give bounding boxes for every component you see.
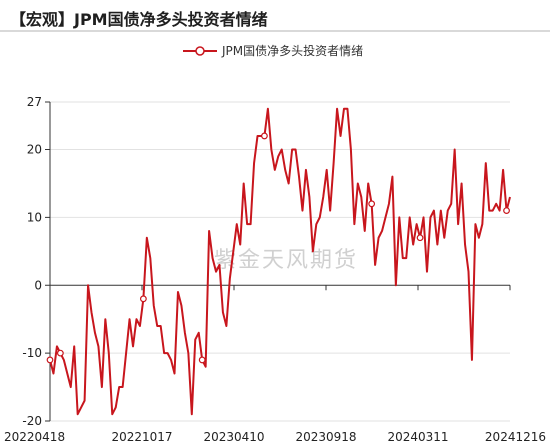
x-tick-label: 20220418: [4, 430, 65, 444]
data-point: [56, 349, 64, 357]
axes: [49, 102, 510, 421]
title-bar: 【宏观】JPM国债净多头投资者情绪: [0, 0, 550, 30]
data-point: [139, 295, 147, 303]
x-tick-label: 20230410: [203, 430, 264, 444]
y-tick-label: 0: [34, 278, 42, 292]
series-markers: [46, 132, 510, 364]
series-line: [49, 107, 511, 416]
chart-title: 【宏观】JPM国债净多头投资者情绪: [10, 10, 268, 29]
x-tick-label: 20230918: [295, 430, 356, 444]
data-point: [261, 132, 268, 140]
y-tick-label: -10: [22, 346, 42, 360]
x-tick-label: 20240311: [387, 430, 448, 444]
watermark: 紫金天风期货: [214, 248, 358, 273]
y-tick-label: -20: [22, 414, 42, 428]
data-point: [198, 356, 206, 364]
legend-marker: [195, 46, 205, 56]
y-tick-label: 10: [27, 210, 42, 224]
x-tick-label: 20221017: [111, 430, 172, 444]
legend-label: JPM国债净多头投资者情绪: [221, 43, 363, 58]
data-point: [368, 200, 376, 208]
series-line-group: [49, 107, 511, 416]
x-tick-label: 20241216: [485, 430, 546, 444]
y-axis-ticks: 27 20 10 0 -10 -20: [22, 95, 50, 428]
data-point: [46, 356, 54, 364]
x-axis-ticks: 20220418 20221017 20230410 20230918 20240311…: [4, 285, 546, 444]
legend: JPM国债净多头投资者情绪: [183, 43, 363, 58]
y-tick-label: 27: [27, 95, 42, 109]
data-point: [416, 234, 424, 242]
data-point: [503, 207, 510, 214]
y-tick-label: 20: [27, 143, 42, 157]
title-divider: [0, 30, 550, 32]
